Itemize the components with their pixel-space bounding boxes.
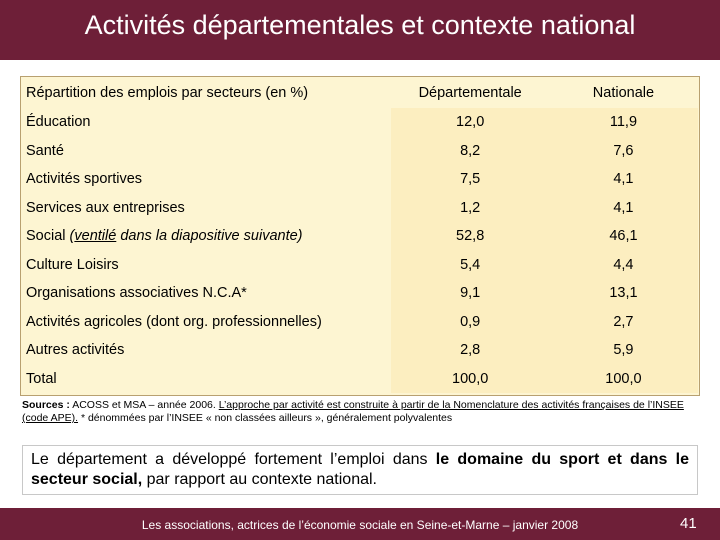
table-row: Autres activités 2,8 5,9 bbox=[22, 336, 698, 365]
row-label: Social bbox=[26, 228, 70, 245]
national-value: 46,1 bbox=[548, 222, 698, 251]
footer-bar bbox=[0, 508, 720, 540]
title-bar bbox=[0, 0, 720, 60]
national-value: 4,1 bbox=[548, 165, 698, 194]
national-value: 11,9 bbox=[548, 108, 698, 137]
table-row: Social (ventilé dans la diapositive suiv… bbox=[22, 222, 698, 251]
row-label: Autres activités bbox=[22, 336, 392, 365]
conclusion-emphasis: le domaine du sport et dans le secteur s… bbox=[31, 451, 690, 488]
header-sector: Répartition des emplois par secteurs (en… bbox=[22, 78, 392, 108]
row-label-note-underlined: ventilé bbox=[74, 228, 117, 245]
row-label: Organisations associatives N.C.A* bbox=[22, 279, 392, 308]
departmental-value: 100,0 bbox=[391, 364, 549, 393]
table-row-total: Total 100,0 100,0 bbox=[22, 364, 698, 393]
table-row: Culture Loisirs 5,4 4,4 bbox=[22, 250, 698, 279]
row-label-social: Social (ventilé dans la diapositive suiv… bbox=[22, 222, 392, 251]
table-row: Services aux entreprises 1,2 4,1 bbox=[22, 193, 698, 222]
row-label: Activités sportives bbox=[22, 165, 392, 194]
table-row: Organisations associatives N.C.A* 9,1 13… bbox=[22, 279, 698, 308]
conclusion-text-start: Le département a développé fortement l’e… bbox=[31, 451, 436, 468]
row-label: Total bbox=[22, 364, 392, 393]
header-departmental: Départementale bbox=[391, 78, 549, 108]
slide-title: Activités départementales et contexte na… bbox=[84, 10, 636, 40]
table-row: Activités agricoles (dont org. professio… bbox=[22, 307, 698, 336]
conclusion-text-end: par rapport au contexte national. bbox=[142, 471, 377, 488]
table-row: Santé 8,2 7,6 bbox=[22, 136, 698, 165]
row-label: Éducation bbox=[22, 108, 392, 137]
row-label: Services aux entreprises bbox=[22, 193, 392, 222]
sources-methodology: L’approche par activité est construite à… bbox=[22, 399, 684, 424]
national-value: 7,6 bbox=[548, 136, 698, 165]
row-label: Culture Loisirs bbox=[22, 250, 392, 279]
row-label: Santé bbox=[22, 136, 392, 165]
national-value: 2,7 bbox=[548, 307, 698, 336]
national-value: 5,9 bbox=[548, 336, 698, 365]
departmental-value: 12,0 bbox=[391, 108, 549, 137]
departmental-value: 8,2 bbox=[391, 136, 549, 165]
conclusion-box: Le département a développé fortement l’e… bbox=[22, 445, 698, 495]
departmental-value: 2,8 bbox=[391, 336, 549, 365]
table-header-row: Répartition des emplois par secteurs (en… bbox=[22, 78, 698, 108]
table-row: Éducation 12,0 11,9 bbox=[22, 108, 698, 137]
departmental-value: 7,5 bbox=[391, 165, 549, 194]
departmental-value: 5,4 bbox=[391, 250, 549, 279]
footer-text: Les associations, actrices de l’économie… bbox=[141, 518, 579, 532]
sources-label: Sources : bbox=[22, 399, 70, 411]
departmental-value: 52,8 bbox=[391, 222, 549, 251]
sources-footnote: * dénommées par l’INSEE « non classées a… bbox=[78, 412, 453, 424]
departmental-value: 0,9 bbox=[391, 307, 549, 336]
national-value: 4,4 bbox=[548, 250, 698, 279]
national-value: 100,0 bbox=[548, 364, 698, 393]
row-label: Activités agricoles (dont org. professio… bbox=[22, 307, 392, 336]
sources-note: Sources : ACOSS et MSA – année 2006. L’a… bbox=[22, 399, 702, 425]
sources-text: ACOSS et MSA – année 2006. bbox=[69, 399, 219, 411]
national-value: 4,1 bbox=[548, 193, 698, 222]
row-label-note-rest: dans la diapositive suivante) bbox=[116, 228, 303, 245]
header-national: Nationale bbox=[548, 78, 698, 108]
row-label-note-open: ( bbox=[69, 228, 75, 245]
employment-table: Répartition des emplois par secteurs (en… bbox=[22, 78, 698, 393]
page-number: 41 bbox=[680, 515, 697, 532]
departmental-value: 9,1 bbox=[391, 279, 549, 308]
departmental-value: 1,2 bbox=[391, 193, 549, 222]
table-row: Activités sportives 7,5 4,1 bbox=[22, 165, 698, 194]
national-value: 13,1 bbox=[548, 279, 698, 308]
